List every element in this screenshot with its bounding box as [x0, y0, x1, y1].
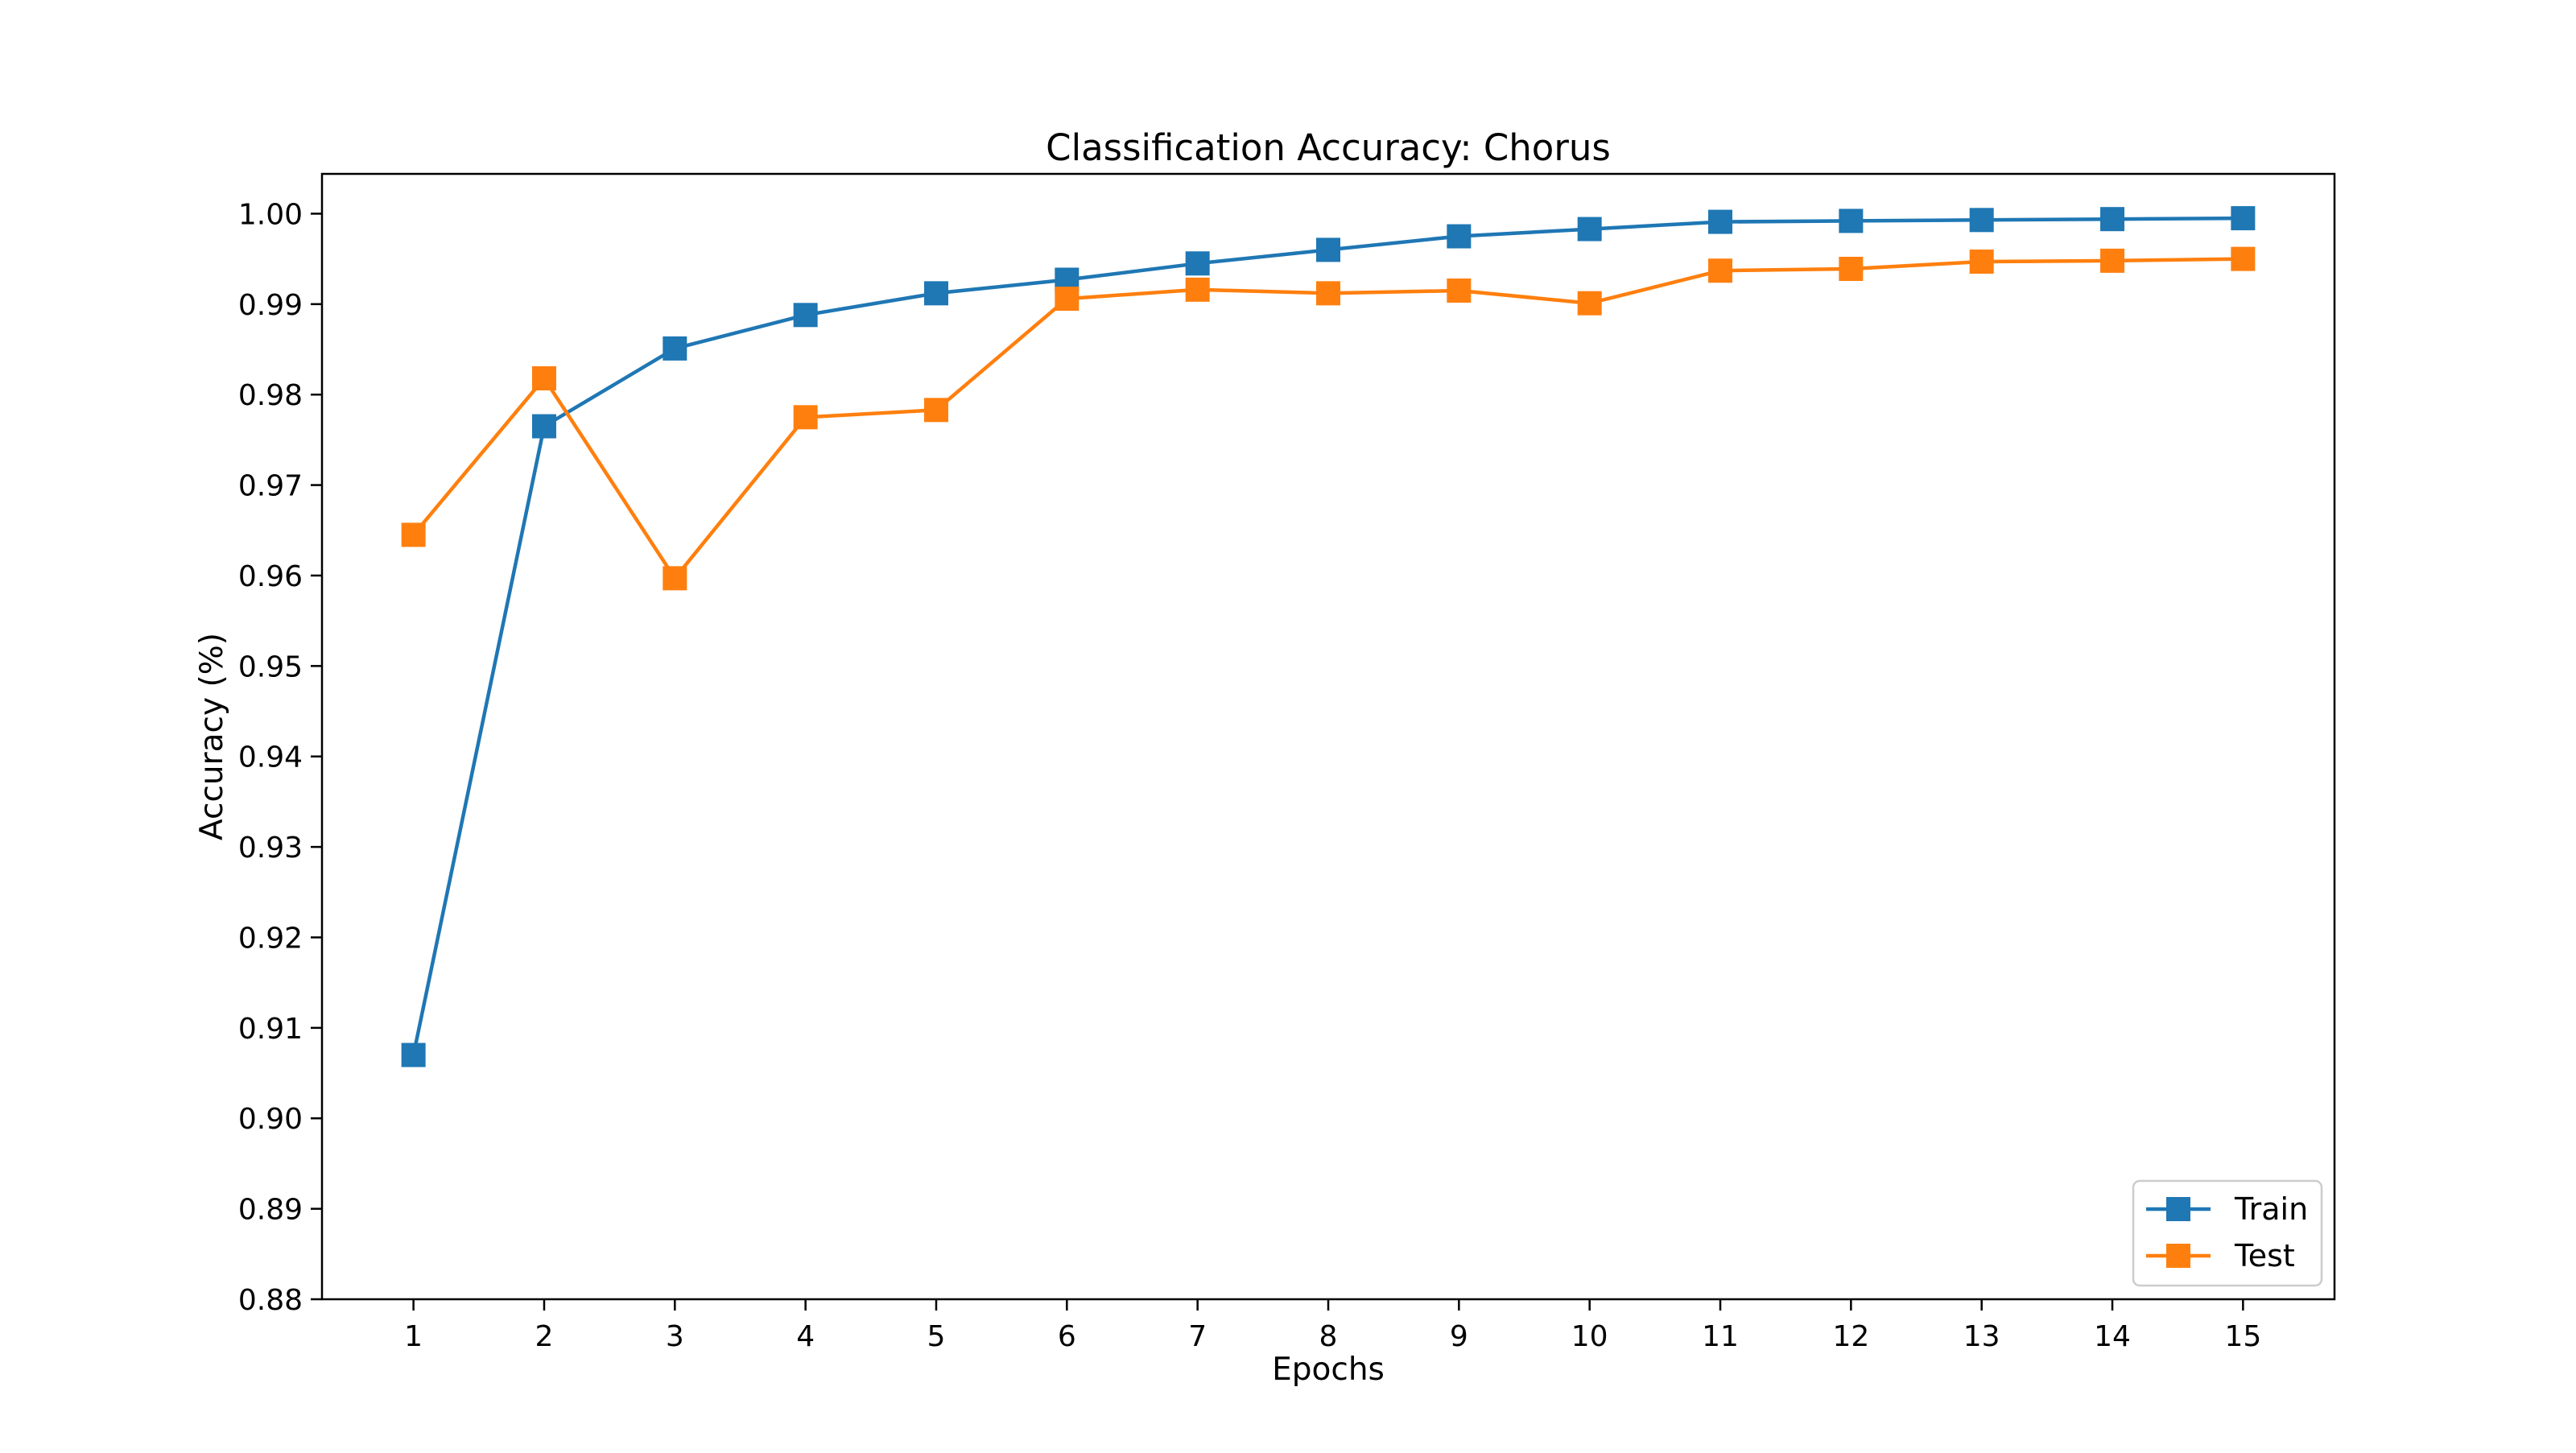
data-point-test: [1316, 281, 1340, 306]
x-tick-label: 4: [796, 1320, 815, 1353]
x-tick-label: 7: [1188, 1320, 1207, 1353]
x-tick-label: 3: [666, 1320, 684, 1353]
data-point-test: [1969, 250, 1994, 275]
data-point-test: [1055, 287, 1080, 312]
series-line-test: [411, 257, 2244, 580]
data-point-train: [1447, 224, 1472, 249]
data-point-test: [1185, 277, 1210, 302]
data-point-test: [1839, 256, 1864, 281]
series-line-train: [411, 216, 2244, 1056]
data-point-train: [1969, 208, 1994, 233]
x-tick-label: 14: [2094, 1320, 2131, 1353]
x-tick-label: 1: [404, 1320, 423, 1353]
y-tick-label: 0.91: [238, 1013, 303, 1046]
plot-frame: [320, 172, 2336, 1301]
x-tick-label: 12: [1832, 1320, 1869, 1353]
data-point-train: [401, 1042, 426, 1067]
x-tick-label: 6: [1058, 1320, 1076, 1353]
data-point-train: [793, 303, 818, 328]
x-tick-label: 11: [1702, 1320, 1739, 1353]
y-tick-label: 0.99: [238, 289, 303, 322]
x-tick-label: 5: [927, 1320, 946, 1353]
data-point-test: [2100, 248, 2125, 273]
y-axis-label: Accuracy (%): [194, 633, 230, 840]
data-point-train: [1577, 217, 1602, 241]
legend: Train Test: [2132, 1179, 2323, 1287]
data-point-train: [663, 336, 687, 361]
data-point-test: [531, 365, 556, 390]
data-point-train: [1839, 208, 1864, 233]
data-point-test: [663, 566, 687, 591]
y-tick-label: 0.98: [238, 379, 303, 412]
x-tick-label: 2: [535, 1320, 554, 1353]
legend-test-marker: [2166, 1244, 2190, 1268]
x-tick-label: 8: [1319, 1320, 1338, 1353]
data-point-test: [2231, 246, 2256, 271]
data-point-train: [1316, 237, 1340, 262]
y-tick-label: 0.95: [238, 650, 303, 683]
data-point-train: [531, 414, 556, 439]
legend-train-marker: [2166, 1197, 2190, 1221]
y-tick-label: 0.96: [238, 560, 303, 593]
data-point-train: [2231, 206, 2256, 231]
data-point-test: [1447, 278, 1472, 303]
y-axis: 0.88 0.89 0.90 0.91 0.92 0.93 0.94 0.95 0.96 0.97…: [238, 198, 322, 1317]
y-tick-label: 0.90: [238, 1103, 303, 1136]
x-tick-label: 9: [1450, 1320, 1468, 1353]
x-axis-label: Epochs: [1272, 1352, 1385, 1388]
y-tick-label: 1.00: [238, 198, 303, 231]
data-point-test: [401, 522, 426, 547]
data-point-test: [923, 398, 948, 423]
legend-item-train: Train: [2146, 1191, 2308, 1227]
y-tick-label: 0.88: [238, 1284, 303, 1317]
y-tick-label: 0.97: [238, 470, 303, 503]
y-tick-label: 0.92: [238, 922, 303, 955]
data-point-train: [923, 281, 948, 306]
legend-test-label: Test: [2234, 1238, 2295, 1273]
chart-title: Classification Accuracy: Chorus: [1046, 126, 1611, 169]
legend-item-test: Test: [2146, 1238, 2295, 1273]
x-tick-label: 13: [1963, 1320, 2000, 1353]
x-tick-label: 15: [2224, 1320, 2261, 1353]
data-point-test: [793, 405, 818, 430]
data-point-test: [1708, 258, 1733, 283]
series-layer: [401, 206, 2256, 1067]
data-point-test: [1577, 291, 1602, 316]
legend-train-label: Train: [2234, 1191, 2308, 1227]
y-tick-label: 0.93: [238, 832, 303, 865]
data-point-train: [2100, 207, 2125, 232]
data-point-train: [1185, 251, 1210, 276]
y-tick-label: 0.89: [238, 1194, 303, 1227]
x-axis: 1 2 3 4 5 6 7 8 9 10 11 12 13 14 15: [404, 1299, 2261, 1353]
x-tick-label: 10: [1571, 1320, 1608, 1353]
data-point-train: [1708, 209, 1733, 234]
y-tick-label: 0.94: [238, 741, 303, 774]
